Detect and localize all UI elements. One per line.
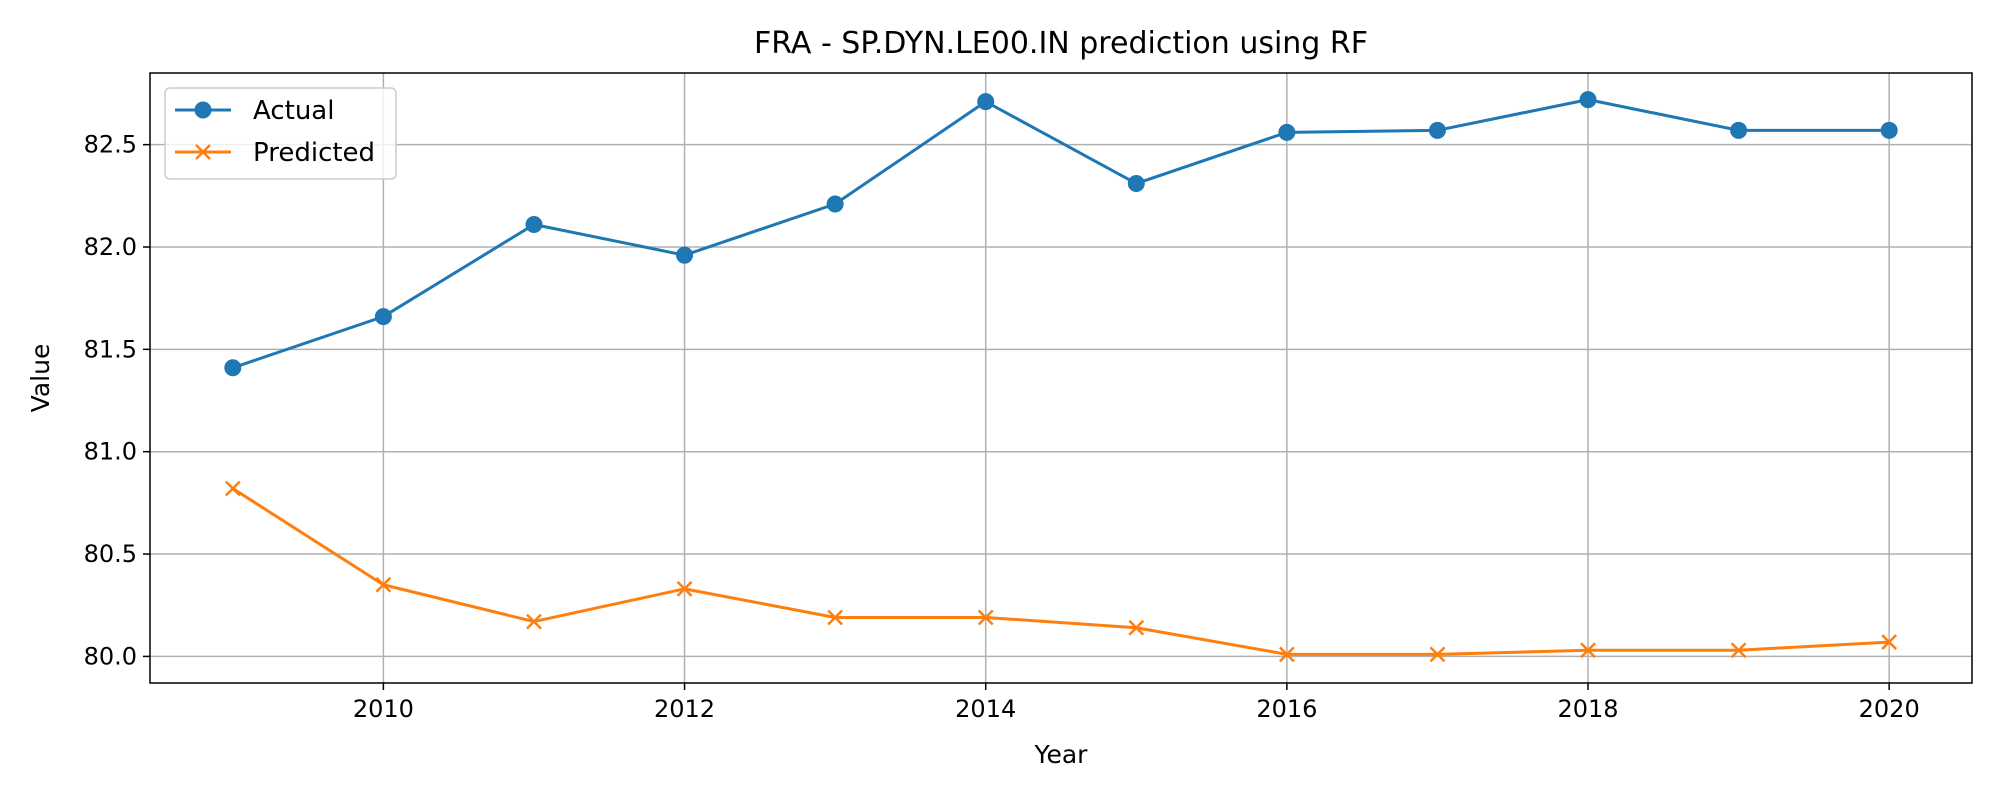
y-tick-label: 80.0: [84, 642, 137, 670]
series-predicted-line: [230, 486, 1891, 656]
data-point-predicted: [676, 580, 693, 597]
x-axis-label: Year: [1034, 740, 1089, 769]
data-point-actual: [676, 246, 694, 264]
data-point-predicted: [1580, 642, 1596, 659]
y-tick-label: 81.5: [84, 335, 137, 363]
legend: Actual Predicted: [164, 87, 397, 180]
data-point-predicted: [224, 480, 241, 497]
data-point-predicted: [375, 576, 392, 593]
legend-item-predicted: Predicted: [175, 138, 375, 168]
data-point-predicted: [1429, 646, 1446, 663]
series-layer: [224, 91, 1898, 663]
legend-label: Actual: [253, 96, 334, 126]
legend-swatch-marker: [195, 144, 211, 160]
data-point-predicted: [827, 609, 844, 626]
data-point-predicted: [1128, 619, 1145, 636]
data-point-actual: [977, 93, 995, 111]
data-point-actual: [1579, 91, 1597, 109]
series-actual: [224, 91, 1898, 377]
data-point-actual: [1880, 121, 1898, 139]
data-point-actual: [1730, 121, 1748, 139]
y-axis-label: Value: [26, 344, 55, 413]
legend-label: Predicted: [253, 138, 375, 168]
data-point-actual: [1428, 121, 1446, 139]
y-tick-label: 82.5: [84, 131, 137, 159]
x-tick-label: 2016: [1256, 695, 1317, 723]
legend-item-actual: Actual: [175, 96, 334, 126]
data-point-actual: [826, 195, 844, 213]
y-tick-label: 80.5: [84, 540, 137, 568]
x-tick-label: 2014: [955, 695, 1016, 723]
legend-swatch-marker: [194, 101, 212, 119]
legend-entries: Actual Predicted: [175, 96, 375, 168]
y-tick-label: 81.0: [84, 438, 137, 466]
data-point-predicted: [1881, 634, 1898, 650]
data-point-predicted: [1278, 646, 1295, 663]
data-point-predicted: [526, 613, 542, 630]
axis-ticks: 2010 2012 2014 2016 2018 2020 80.0 80.5 81.0 81.5…: [84, 131, 1920, 723]
grid: [150, 73, 1972, 683]
series-actual-line: [230, 98, 1891, 370]
series-predicted: [224, 480, 1898, 663]
x-tick-label: 2010: [353, 695, 414, 723]
data-point-predicted: [1730, 642, 1747, 659]
x-tick-label: 2018: [1557, 695, 1618, 723]
data-point-actual: [1278, 123, 1296, 141]
data-point-actual: [224, 359, 242, 377]
chart-title: FRA - SP.DYN.LE00.IN prediction using RF: [754, 26, 1368, 61]
data-point-actual: [525, 215, 543, 233]
data-point-predicted: [977, 609, 994, 626]
data-point-actual: [1127, 175, 1145, 193]
x-tick-label: 2020: [1859, 695, 1920, 723]
y-tick-label: 82.0: [84, 233, 137, 261]
x-tick-label: 2012: [654, 695, 715, 723]
plot-frame: [149, 72, 1973, 684]
data-point-actual: [374, 308, 392, 326]
